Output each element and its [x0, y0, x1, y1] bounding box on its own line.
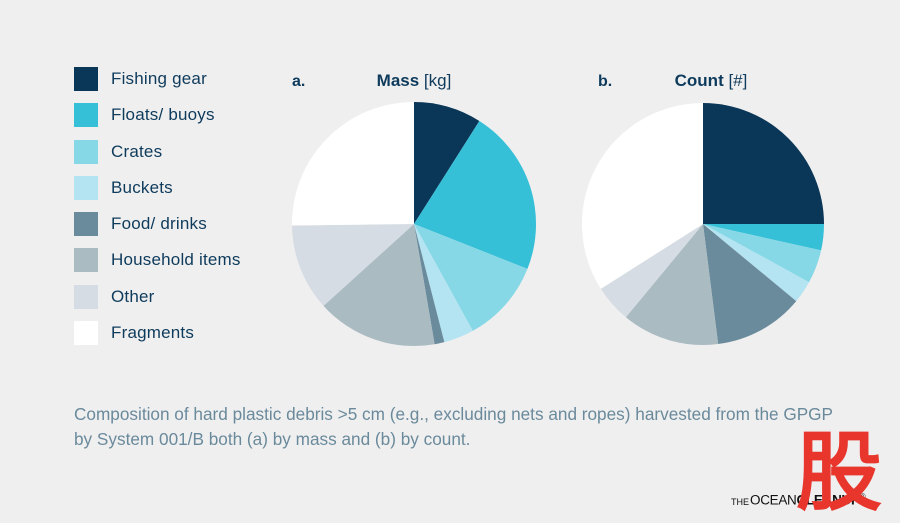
panel-letter-b: b.: [598, 73, 612, 90]
legend-label: Food/ drinks: [111, 214, 207, 234]
legend-item-buckets: Buckets: [74, 175, 241, 200]
watermark-character: 股: [796, 423, 882, 523]
legend-label: Fragments: [111, 323, 195, 343]
legend-swatch: [74, 248, 98, 273]
chart-title-count-main: Count: [675, 71, 724, 90]
pie-slice-crates: [703, 224, 822, 283]
legend-swatch: [74, 175, 98, 200]
legend-label: Buckets: [111, 177, 173, 197]
legend-swatch: [74, 284, 98, 309]
legend-swatch: [74, 321, 98, 346]
ocean-cleanup-logo: THEOCEANCLEANUP®: [731, 492, 866, 508]
logo-cleanup: CLEANUP: [796, 492, 860, 508]
legend-swatch: [74, 139, 98, 164]
legend-item-household-items: Household items: [74, 248, 241, 273]
chart-title-count-unit: [#]: [724, 71, 748, 90]
logo-the: THE: [731, 496, 749, 507]
legend-item-floats-buoys: Floats/ buoys: [74, 103, 241, 128]
legend-item-fragments: Fragments: [74, 321, 241, 346]
pie-slice-fishing-gear: [703, 103, 824, 224]
figure-caption: Composition of hard plastic debris >5 cm…: [74, 404, 833, 449]
pie-slice-fishing-gear: [414, 102, 480, 224]
pie-slice-fragments: [292, 102, 414, 226]
panel-letter-a: a.: [292, 73, 305, 90]
chart-title-count: Count [#]: [675, 71, 748, 90]
logo-registered-mark: ®: [859, 492, 866, 501]
legend-label: Floats/ buoys: [111, 105, 215, 125]
legend-label: Other: [111, 286, 155, 306]
pie-mass: [292, 102, 536, 347]
legend-item-other: Other: [74, 284, 241, 309]
logo-ocean: OCEAN: [750, 492, 797, 508]
legend-label: Household items: [111, 250, 241, 270]
pie-slice-buckets: [414, 224, 473, 343]
legend-swatch: [74, 103, 98, 128]
legend: Fishing gear Floats/ buoys Crates Bucket…: [74, 67, 241, 357]
legend-label: Fishing gear: [111, 69, 207, 88]
pie-slice-fragments: [582, 103, 703, 289]
pie-slice-food-drinks: [703, 224, 797, 345]
legend-item-fishing-gear: Fishing gear: [74, 67, 241, 91]
legend-swatch: [74, 67, 98, 91]
pie-slice-food-drinks: [414, 224, 445, 345]
pie-slice-crates: [414, 224, 528, 331]
chart-title-mass-main: Mass: [377, 71, 420, 90]
pie-slice-floats-buoys: [703, 224, 824, 251]
pie-slice-floats-buoys: [414, 120, 536, 269]
pie-slice-other: [600, 224, 703, 318]
chart-title-mass: Mass [kg]: [377, 71, 452, 90]
legend-item-crates: Crates: [74, 139, 241, 164]
pie-slice-household-items: [323, 224, 435, 347]
chart-title-mass-unit: [kg]: [419, 71, 451, 90]
pie-slice-other: [292, 224, 414, 306]
legend-item-food-drinks: Food/ drinks: [74, 212, 241, 237]
legend-swatch: [74, 212, 98, 237]
pie-slice-household-items: [625, 224, 719, 346]
pie-slice-buckets: [703, 224, 810, 302]
legend-label: Crates: [111, 141, 163, 161]
pie-count: [582, 103, 824, 346]
